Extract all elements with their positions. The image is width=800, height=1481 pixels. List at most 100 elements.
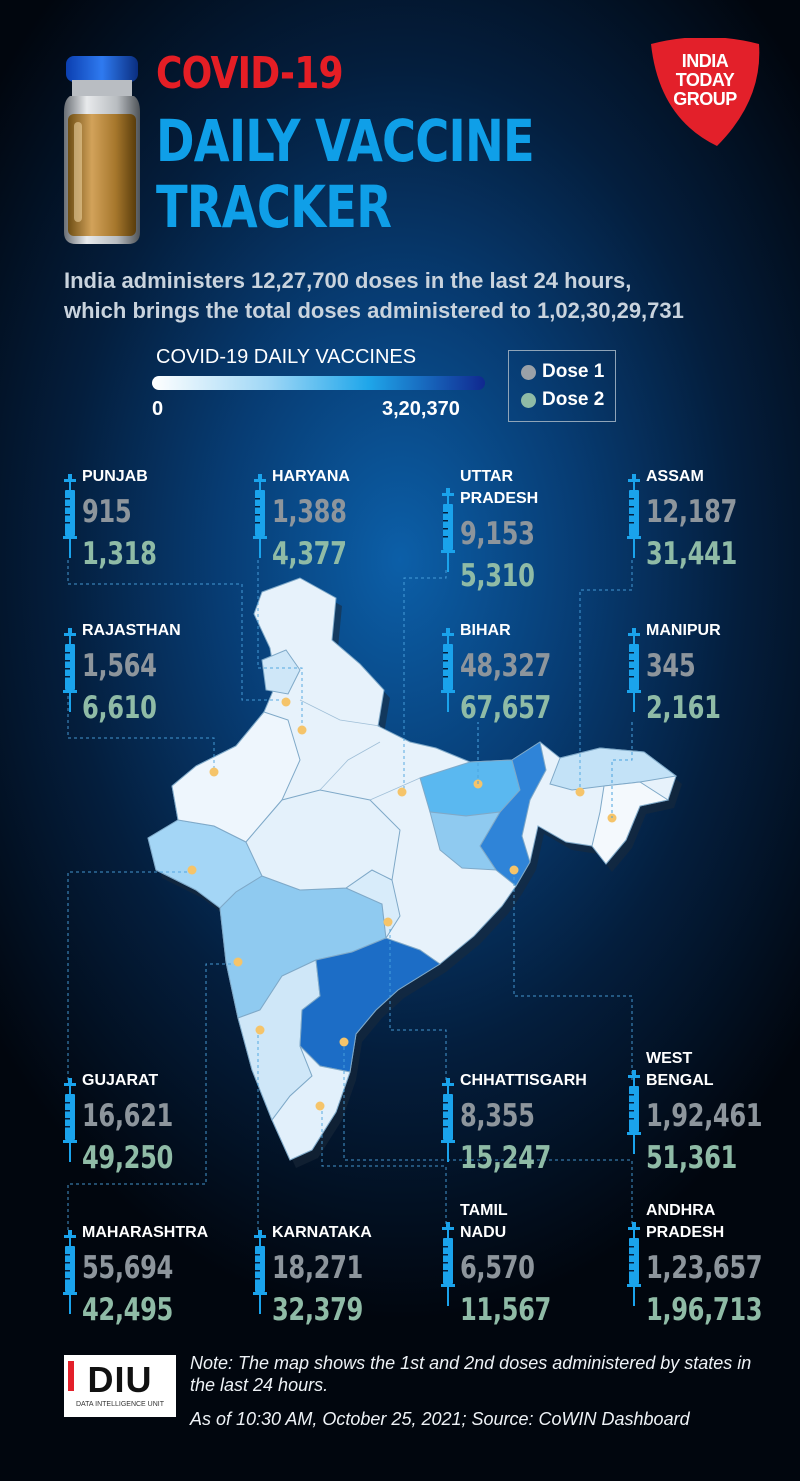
- state-block-gujarat: GUJARAT 16,621 49,250: [62, 1070, 222, 1190]
- connector-punjab: [67, 560, 286, 701]
- marker-up: [397, 787, 407, 797]
- state-block-karnataka: KARNATAKA 18,271 32,379: [252, 1222, 412, 1342]
- state-name: GUJARAT: [82, 1072, 159, 1089]
- state-name: BIHAR: [460, 622, 511, 639]
- connector-west-bengal: [513, 872, 633, 1080]
- diu-logo-text: DIU: [87, 1359, 153, 1400]
- dose2-value: 5,310: [460, 558, 535, 594]
- dose1-value: 345: [646, 648, 696, 684]
- dose1-label: Dose 1: [542, 361, 605, 382]
- connector-chhattisgarh: [389, 922, 447, 1080]
- syringe-icon: [626, 1222, 642, 1306]
- dose2-value: 51,361: [646, 1140, 737, 1176]
- syringe-icon: [440, 1078, 456, 1162]
- marker-haryana: [297, 725, 307, 735]
- state-name: ASSAM: [646, 468, 704, 485]
- diu-logo-subtext: DATA INTELLIGENCE UNIT: [75, 1401, 165, 1408]
- connector-manipur: [611, 722, 633, 818]
- connector-andhra: [343, 1044, 633, 1230]
- state-block-tamil-nadu: TAMIL NADU 6,570 11,567: [440, 1200, 600, 1328]
- state-block-maharashtra: MAHARASHTRA 55,694 42,495: [62, 1222, 222, 1342]
- connector-tamil-nadu: [321, 1108, 447, 1230]
- marker-assam: [575, 787, 585, 797]
- state-block-punjab: PUNJAB 915 1,318: [62, 466, 222, 586]
- title-daily-vaccine: DAILY VACCINE: [156, 107, 535, 175]
- scale-title: COVID-19 DAILY VACCINES: [156, 346, 417, 368]
- dose1-value: 18,271: [272, 1250, 363, 1286]
- dose2-value: 49,250: [82, 1140, 173, 1176]
- syringe-icon: [62, 628, 78, 712]
- dose2-value: 42,495: [82, 1292, 173, 1328]
- title-tracker: TRACKER: [156, 173, 392, 241]
- dose2-value: 1,96,713: [646, 1292, 763, 1328]
- syringe-icon: [440, 1222, 456, 1306]
- marker-rajasthan: [209, 767, 219, 777]
- state-block-uttar-pradesh: UTTAR PRADESH 9,153 5,310: [440, 466, 600, 594]
- dose1-value: 1,92,461: [646, 1098, 763, 1134]
- state-name: ANDHRA PRADESH: [646, 1202, 725, 1241]
- state-block-andhra-pradesh: ANDHRA PRADESH 1,23,657 1,96,713: [626, 1200, 786, 1328]
- syringe-icon: [626, 1070, 642, 1154]
- summary-line1: India administers 12,27,700 doses in the…: [64, 268, 632, 293]
- dose2-value: 67,657: [460, 690, 551, 726]
- state-name: MAHARASHTRA: [82, 1224, 209, 1241]
- scale-max: 3,20,370: [382, 398, 460, 420]
- region-jharkhand: [429, 811, 501, 871]
- color-scale-bar: [152, 376, 485, 390]
- state-block-haryana: HARYANA 1,388 4,377: [252, 466, 412, 586]
- dose1-value: 1,388: [272, 494, 347, 530]
- dose2-value: 4,377: [272, 536, 347, 572]
- dose2-value: 32,379: [272, 1292, 363, 1328]
- region-punjab: [261, 649, 301, 695]
- marker-west-bengal: [509, 865, 519, 875]
- dose2-label: Dose 2: [542, 389, 605, 410]
- region-madhya-pradesh: [245, 789, 401, 891]
- footnote: Note: The map shows the 1st and 2nd dose…: [190, 1353, 752, 1395]
- syringe-icon: [252, 474, 268, 558]
- syringe-icon: [62, 474, 78, 558]
- marker-andhra: [339, 1037, 349, 1047]
- dose1-value: 12,187: [646, 494, 737, 530]
- state-block-manipur: MANIPUR 345 2,161: [626, 620, 786, 740]
- state-name: UTTAR PRADESH: [460, 468, 539, 507]
- state-block-assam: ASSAM 12,187 31,441: [626, 466, 786, 586]
- marker-karnataka: [255, 1025, 265, 1035]
- state-name: CHHATTISGARH: [460, 1072, 587, 1089]
- state-name: TAMIL NADU: [460, 1202, 508, 1241]
- logo-india: INDIA: [681, 51, 729, 71]
- dose2-value: 1,318: [82, 536, 157, 572]
- state-name: HARYANA: [272, 468, 350, 485]
- state-name: KARNATAKA: [272, 1224, 372, 1241]
- state-name: MANIPUR: [646, 622, 721, 639]
- state-block-chhattisgarh: CHHATTISGARH 8,355 15,247: [440, 1070, 600, 1190]
- dose1-dot-icon: [521, 364, 536, 380]
- state-block-bihar: BIHAR 48,327 67,657: [440, 620, 600, 740]
- state-block-west-bengal: WEST BENGAL 1,92,461 51,361: [626, 1048, 786, 1176]
- region-west-bengal: [479, 741, 547, 887]
- dose1-value: 915: [82, 494, 132, 530]
- connector-haryana: [257, 560, 303, 728]
- dose2-value: 15,247: [460, 1140, 551, 1176]
- logo-group: GROUP: [673, 89, 737, 109]
- marker-chhattisgarh: [383, 917, 393, 927]
- connector-rajasthan: [67, 690, 215, 772]
- source-line: As of 10:30 AM, October 25, 2021; Source…: [190, 1409, 690, 1429]
- dose1-value: 1,23,657: [646, 1250, 763, 1286]
- dose1-value: 8,355: [460, 1098, 535, 1134]
- connector-assam: [579, 560, 633, 790]
- marker-tamil-nadu: [315, 1101, 325, 1111]
- summary-line2: which brings the total doses administere…: [64, 298, 684, 323]
- dose1-value: 16,621: [82, 1098, 173, 1134]
- india-today-logo: INDIA TODAY GROUP: [645, 37, 765, 150]
- title-line2: DAILY VACCINE TRACKER: [156, 107, 535, 241]
- syringe-icon: [440, 628, 456, 712]
- dose1-value: 48,327: [460, 648, 551, 684]
- dose1-legend-item: Dose 1: [521, 361, 604, 383]
- marker-maharashtra: [233, 957, 243, 967]
- dose1-value: 9,153: [460, 516, 535, 552]
- state-block-rajasthan: RAJASTHAN 1,564 6,610: [62, 620, 222, 740]
- region-northeast: [591, 781, 670, 865]
- state-name: WEST BENGAL: [646, 1050, 714, 1089]
- title-line1: COVID-19: [156, 48, 344, 99]
- summary-text: India administers 12,27,700 doses in the…: [64, 266, 784, 326]
